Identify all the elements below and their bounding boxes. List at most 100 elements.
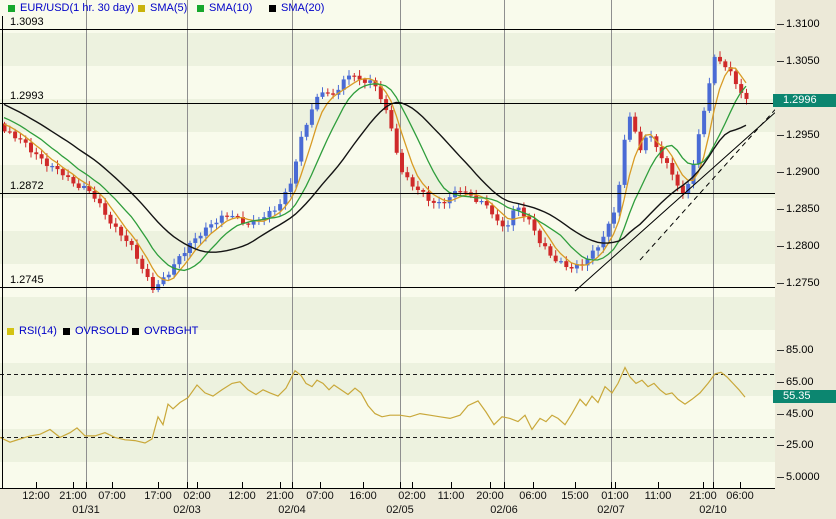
candle-body [235,215,240,218]
date-label: 01/31 [72,504,100,516]
rsi-axis-label: 5.0000 [786,471,820,483]
candle-body [172,264,177,275]
rsi-plot-area[interactable] [0,366,775,444]
candle-body [484,201,489,206]
time-label: 07:00 [98,490,126,502]
background-stripe [0,429,775,462]
candle-body [34,152,39,155]
candle-body [627,116,632,140]
candle-body [113,223,118,227]
candle-body [161,277,166,285]
rsi-axis-label: 85.00 [786,344,814,356]
time-label: 16:00 [349,490,377,502]
candle-body [203,227,208,236]
candle-body [97,198,102,204]
candle-body [431,200,436,203]
rsi-axis-label: 65.00 [786,376,814,388]
candle-body [299,136,304,162]
candle-body [649,136,654,138]
candle-body [198,235,203,239]
candle-body [516,207,521,211]
price-axis-label: 1.2850 [786,203,820,215]
price-legend-swatch-icon [269,4,276,12]
time-label: 01:00 [601,490,629,502]
background-stripe [0,363,775,396]
candle-body [7,131,12,133]
candle-body [585,258,590,266]
candle-body [193,238,198,243]
candle-body [410,177,415,187]
rsi-legend-swatch-icon [7,327,14,335]
sma5-line [3,67,747,282]
candle-body [283,191,288,205]
rsi-line [0,366,746,444]
price-level-label: 1.3093 [10,16,44,28]
candle-body [670,162,675,175]
candle-body [739,84,744,93]
candle-body [209,224,214,228]
candle-body [511,210,516,226]
candle-body [442,201,447,204]
candle-body [108,214,113,224]
candle-body [553,255,558,262]
price-legend-label: SMA(10) [209,2,253,14]
candle-body [712,56,717,84]
candle-body [463,191,468,193]
candle-body [309,109,314,125]
candle-body [532,219,537,231]
candle-body [617,184,622,213]
candle-body [87,185,92,192]
candle-body [124,235,129,242]
candle-body [590,250,595,259]
candle-body [177,256,182,265]
candle-body [29,142,33,153]
background-stripe [0,231,775,264]
candle-body [500,220,505,227]
price-legend-label: EUR/USD(1 hr. 30 day) [20,2,135,14]
candle-body [166,274,171,278]
price-legend-swatch-icon [138,4,145,12]
candle-body [733,71,738,85]
time-label: 15:00 [561,490,589,502]
candle-body [506,225,510,227]
candle-body [55,166,60,170]
candle-body [559,261,563,263]
candle-body [336,89,341,95]
price-legend-item: EUR/USD(1 hr. 30 day) [8,2,134,14]
background-stripe [0,66,775,99]
date-label: 02/07 [597,504,625,516]
date-label: 02/04 [278,504,306,516]
candle-body [521,207,526,217]
candle-body [71,177,76,184]
current-price-badge: 1.2996 [773,94,836,107]
background-stripe [0,165,775,198]
candle-body [272,210,277,212]
candle-body [66,175,71,178]
date-label: 02/03 [173,504,201,516]
price-legend-item: SMA(5) [138,2,187,14]
candle-body [230,215,235,218]
price-plot-area[interactable] [2,51,776,293]
time-label: 21:00 [59,490,87,502]
time-label: 06:00 [726,490,754,502]
price-legend-item: SMA(20) [269,2,324,14]
candle-body [394,128,399,153]
candle-body [415,186,420,191]
candle-body [368,80,373,83]
candle-body [622,139,627,185]
candle-body [718,56,722,62]
time-label: 17:00 [144,490,172,502]
candle-body [135,244,139,259]
candle-body [320,92,325,97]
candle-body [188,242,192,253]
candle-body [347,75,351,80]
candle-body [2,123,7,132]
time-label: 07:00 [306,490,334,502]
price-axis-label: 1.2950 [786,129,820,141]
candle-body [357,75,362,80]
candle-body [421,190,426,192]
date-label: 02/10 [699,504,727,516]
candle-body [18,138,23,140]
candle-body [119,226,124,236]
